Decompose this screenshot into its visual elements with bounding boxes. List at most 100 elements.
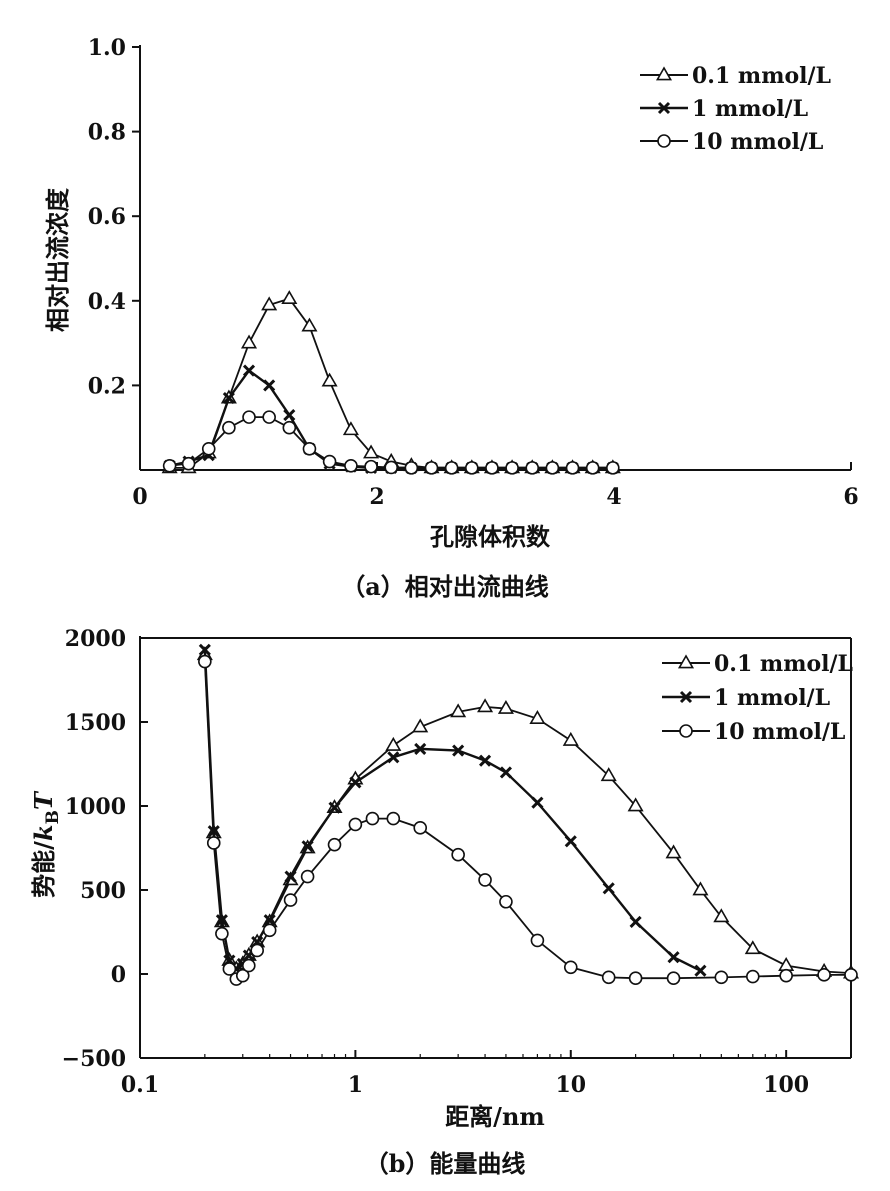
panel-a-series-0-1-mmol-l-point [321, 372, 338, 387]
panel-b-series-10-mmol-l-point [530, 933, 545, 948]
panel-b-series-1-mmol-l-point [452, 744, 465, 757]
panel-a-series-1-mmol-l-point [283, 408, 296, 422]
panel-b-series-1-mmol-l-point [629, 915, 642, 928]
panel-b-series-0-1-mmol-l-point [385, 736, 402, 751]
panel-a-series-1-mmol-l-point [222, 392, 235, 405]
panel-b-series-10-mmol-l-point [714, 970, 729, 985]
panel-b-series-10-mmol-l-point [478, 873, 492, 887]
panel-a-series-10-mmol-l-point [364, 459, 378, 474]
panel-b-caption: （b）能量曲线 [365, 1149, 526, 1178]
panel-b-x-tick-label: 0.1 [121, 1072, 159, 1098]
panel-a-series-10-mmol-l-point [222, 420, 236, 435]
panel-b-legend: 0.1 mmol/L 1 mmol/L 10 mmol/L [662, 651, 853, 745]
panel-b-series-10-mmol-l-point [327, 837, 342, 852]
panel-b-series-1-mmol-l [198, 643, 707, 977]
panel-a-series-0-1-mmol-l-point [301, 317, 318, 332]
panel-b-x-tick-label: 1 [348, 1072, 363, 1098]
panel-b-y-axis-title-sub: B [43, 810, 63, 824]
panel-b-series-10-mmol-l-point [666, 971, 681, 986]
panel-b-series-10-mmol-l-point [386, 811, 401, 826]
panel-b-series-0-1-mmol-l-point [412, 718, 429, 733]
panel-a-relative-effluent-chart: 0 2 4 6 0.2 0.4 0.6 0.8 1.0 孔隙体积数 相对出流浓度 （a）相对出流… [43, 35, 859, 601]
panel-b-y-tick-label: 1500 [65, 710, 126, 736]
panel-a-series-10-mmol-l-point [201, 442, 216, 456]
panel-b-series-10-mmol-l-point [745, 969, 760, 984]
panel-b-series-10-mmol-l-point [628, 971, 643, 986]
panel-a-series-10-mmol-l-point [162, 458, 177, 473]
panel-b-series-0-1-mmol-l-point [627, 797, 644, 812]
panel-a-caption: （a）相对出流曲线 [341, 572, 549, 601]
panel-b-series-1-mmol-l-point [694, 964, 707, 977]
panel-b-series-10-mmol-l-point [215, 926, 229, 941]
panel-a-series-10-mmol-l-point [485, 461, 499, 475]
panel-b-series-1-mmol-l-point [215, 914, 228, 927]
panel-a-y-axis-title: 相对出流浓度 [43, 187, 72, 332]
panel-b-series-1-mmol-l-point [387, 751, 400, 764]
panel-b-series-1-mmol-l-point [301, 840, 314, 853]
panel-b-y-axis-title-k: k [29, 824, 58, 841]
panel-a-ticks: 0 2 4 6 0.2 0.4 0.6 0.8 1.0 [88, 35, 859, 510]
panel-a-series-10-mmol-l [162, 410, 620, 475]
panel-a-legend-label-10-mmol-l: 10 mmol/L [692, 129, 823, 155]
panel-a-series-10-mmol-l-point [525, 461, 540, 475]
panel-b-series-1-mmol-l-point [479, 754, 492, 767]
panel-b-legend-marker-1-mmol-l [679, 690, 693, 704]
panel-b-y-axis-title-t: T [29, 790, 58, 810]
panel-b-legend-marker-10-mmol-l [679, 724, 693, 738]
panel-b-series-10-mmol-l-point [235, 968, 250, 983]
panel-a-legend-marker-0-1-mmol-l [655, 66, 673, 81]
panel-a-series-10-mmol-l-point [242, 410, 256, 424]
panel-b-series-10-mmol-l-point [198, 654, 212, 669]
panel-b-x-axis-title: 距离/nm [445, 1102, 545, 1131]
panel-b-series-1-mmol-l-point [349, 776, 362, 789]
panel-a-y-tick-label: 0.4 [88, 289, 126, 315]
panel-a-series-0-1-mmol-l-point [363, 444, 380, 459]
panel-b-energy-chart: 0.1 1 10 100 −500 0 500 1000 1500 2000 距离/nm 势能/k… [29, 626, 860, 1178]
panel-a-series-10-mmol-l-point [384, 460, 399, 475]
panel-b-series [196, 643, 860, 986]
panel-b-series-10-mmol-l-point [563, 960, 578, 975]
panel-b-series-10-mmol-l-point [300, 869, 315, 884]
panel-a-series-10-mmol-l-point [322, 454, 337, 469]
panel-b-legend-label-1-mmol-l: 1 mmol/L [714, 685, 830, 711]
panel-b-series-10-mmol-l-point [601, 970, 616, 985]
panel-b-series-10-mmol-l-point [779, 968, 793, 983]
panel-b-series-10-mmol-l-point [817, 968, 831, 982]
panel-b-series-10-mmol-l-point [283, 893, 298, 907]
panel-a-series-10-mmol-l-point [262, 410, 276, 424]
panel-a-x-tick-label: 0 [132, 484, 147, 510]
panel-b-series-10-mmol-l-point [499, 894, 513, 909]
panel-b-x-tick-label: 100 [763, 1072, 809, 1098]
panel-a-series-10-mmol-l-point [424, 461, 439, 475]
panel-b-series-1-mmol-l-point [499, 766, 512, 779]
panel-b-y-axis-title-prefix: 势能/ [29, 841, 58, 898]
panel-b-series-1-mmol-l-point [284, 870, 297, 883]
panel-a-series-10-mmol-l-point [282, 420, 297, 435]
panel-a-series-0-1-mmol-l-point [261, 296, 278, 311]
panel-b-series-10-mmol-l-point [262, 923, 277, 938]
panel-b-series-1-mmol-l-point [564, 835, 577, 848]
panel-b-y-axis-title: 势能/kBT [29, 790, 63, 898]
panel-b-series-0-1-mmol-l-point [562, 731, 579, 746]
panel-b-series-1-mmol-l-point [667, 951, 680, 964]
panel-b-axes [139, 636, 852, 1059]
panel-b-y-tick-label: 2000 [65, 626, 126, 652]
panel-a-y-tick-label: 0.2 [88, 373, 126, 399]
panel-a-series-10-mmol-l-point [181, 456, 196, 471]
panel-a-series-1-mmol-l-point [263, 379, 276, 392]
panel-b-series-10-mmol-l-point [413, 821, 428, 835]
panel-a-series-10-mmol-l-point [344, 458, 358, 473]
panel-a-legend-marker-1-mmol-l [657, 101, 671, 115]
panel-a-series-1-mmol-l-point [242, 364, 256, 377]
panel-a-series-10-mmol-l-point [565, 461, 580, 475]
panel-b-series-10-mmol-l-point [222, 962, 237, 976]
panel-b-series-0-1-mmol-l-point [477, 698, 494, 713]
panel-b-series-10-mmol-l-point [451, 847, 465, 862]
panel-b-series-1-mmol-l-point [531, 796, 544, 809]
panel-b-series-10-mmol-l-point [242, 958, 256, 973]
panel-b-series-0-1-mmol-l-point [692, 881, 709, 896]
panel-b-legend-marker-0-1-mmol-l [677, 654, 695, 669]
panel-a-legend-label-0-1-mmol-l: 0.1 mmol/L [692, 63, 831, 89]
